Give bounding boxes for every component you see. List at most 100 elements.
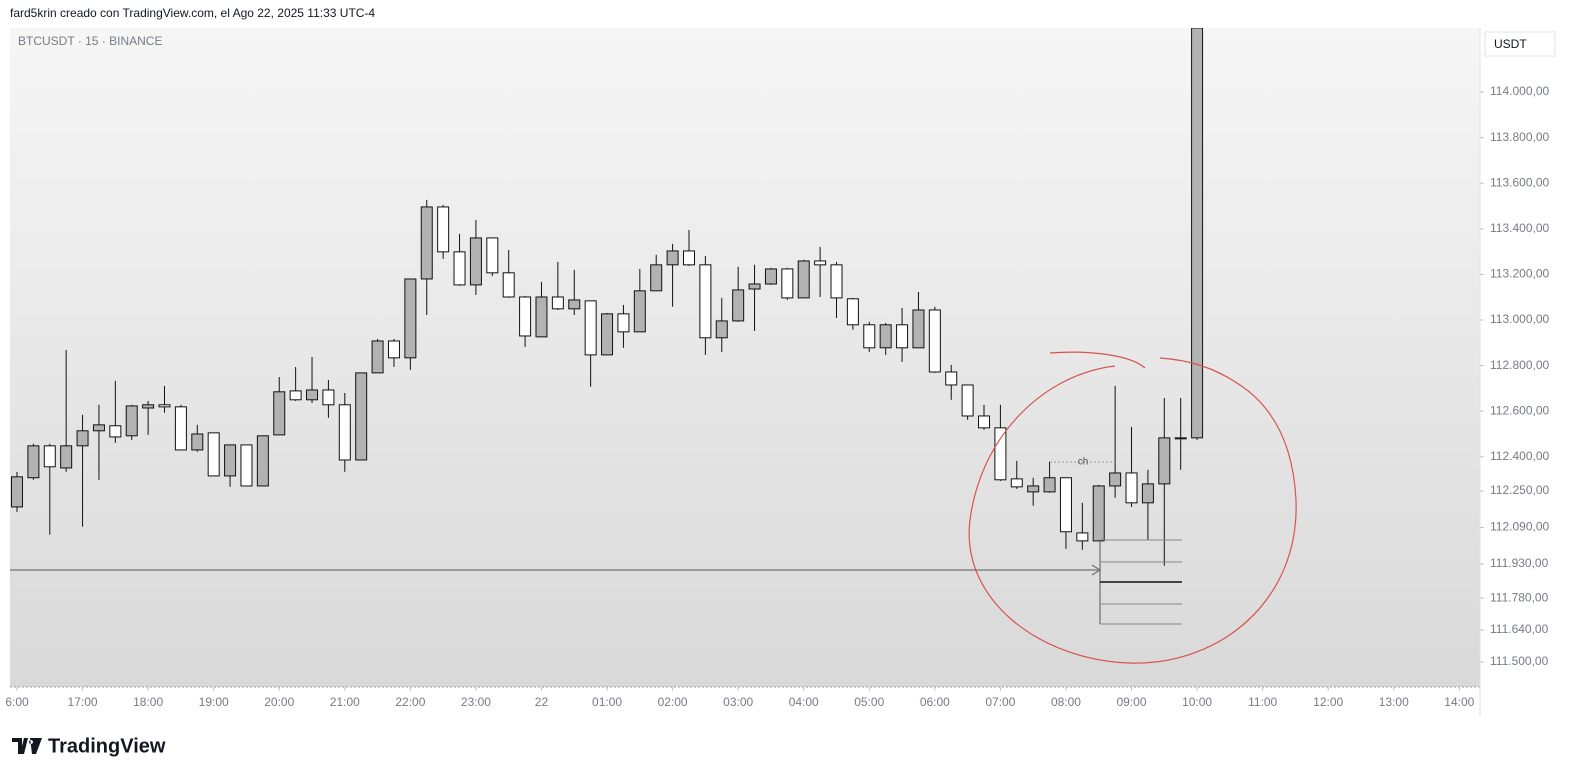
plot-area	[10, 28, 1480, 687]
x-tick-label: 11:00	[1248, 695, 1277, 709]
x-tick-label: 21:00	[330, 695, 360, 709]
x-tick-label: 14:00	[1444, 695, 1474, 709]
candle-body	[961, 384, 974, 417]
y-tick-label: 113.600,00	[1490, 175, 1549, 189]
candle-body	[912, 309, 925, 349]
candle-body	[879, 324, 892, 349]
candle-body	[306, 389, 319, 401]
candle-body	[256, 435, 269, 487]
candle-body	[1141, 483, 1154, 504]
y-tick-label: 113.400,00	[1490, 221, 1549, 235]
candle-body	[92, 424, 105, 432]
candle-body	[174, 406, 187, 451]
x-tick-label: 22	[535, 695, 549, 709]
candle-body	[1043, 477, 1056, 493]
candle-body	[928, 309, 941, 373]
y-tick-label: 113.200,00	[1490, 267, 1549, 281]
x-tick-label: 20:00	[264, 695, 294, 709]
candle-body	[650, 264, 663, 292]
candle-body	[142, 404, 155, 409]
candle-body	[519, 296, 532, 337]
x-tick-label: 02:00	[658, 695, 688, 709]
x-tick-label: 06:00	[920, 695, 950, 709]
candle-body	[978, 415, 991, 429]
candle-body	[453, 251, 466, 286]
candle-body	[224, 444, 237, 477]
x-tick-label: 03:00	[723, 695, 753, 709]
candle-body	[125, 405, 138, 437]
candle-body	[322, 389, 335, 406]
x-tick-label: 22:00	[395, 695, 425, 709]
candle-body	[1125, 472, 1138, 504]
currency-box	[1484, 31, 1556, 57]
candle-body	[109, 425, 122, 438]
candle-body	[830, 264, 843, 299]
candle-body	[896, 324, 909, 349]
y-tick-label: 112.090,00	[1490, 520, 1549, 534]
candle-body	[1109, 472, 1122, 487]
candle-body	[732, 289, 745, 322]
candle-body	[273, 391, 286, 436]
candle-body	[797, 260, 810, 299]
candle-body	[469, 237, 482, 286]
candle-body	[666, 250, 679, 266]
candle-body	[764, 268, 777, 285]
candle-body	[11, 476, 23, 508]
y-tick-label: 114.000,00	[1490, 84, 1549, 98]
x-tick-label: 19:00	[199, 695, 229, 709]
candle-body	[715, 320, 728, 339]
candle-body	[633, 290, 646, 333]
candle-body	[1010, 478, 1023, 488]
candle-body	[846, 298, 859, 326]
candle-body	[240, 444, 253, 487]
candle-body	[1158, 437, 1171, 485]
drawings: ch	[10, 351, 1297, 664]
x-tick-label: 09:00	[1117, 695, 1147, 709]
logo-icon	[12, 738, 42, 754]
x-tick-label: 07:00	[985, 695, 1015, 709]
y-tick-label: 112.250,00	[1490, 483, 1549, 497]
candle-body	[338, 404, 351, 461]
candle-body	[535, 296, 548, 338]
candle-body	[584, 300, 597, 356]
candle-body	[355, 372, 368, 461]
candle-body	[404, 278, 417, 359]
candle-body	[1027, 485, 1040, 493]
y-tick-label: 113.000,00	[1490, 312, 1549, 326]
x-tick-label: 10:00	[1182, 695, 1212, 709]
candle-body	[207, 432, 220, 477]
candle-body	[60, 445, 73, 469]
candle-body	[945, 371, 958, 386]
y-tick-label: 111.500,00	[1490, 654, 1549, 668]
y-tick-label: 111.780,00	[1490, 590, 1549, 604]
candle-body	[502, 272, 515, 298]
header: fard5krin creado con TradingView.com, el…	[10, 6, 375, 20]
candle-body	[191, 433, 204, 451]
candle-body	[568, 299, 581, 310]
circle-drawing	[968, 351, 1297, 664]
candle-body	[1059, 477, 1072, 533]
price-axis	[1480, 28, 1558, 687]
candle-body	[682, 250, 695, 266]
candle-body	[1092, 485, 1105, 542]
x-tick-label: 12:00	[1313, 695, 1343, 709]
candle-body	[158, 404, 171, 408]
x-tick-label: 23:00	[461, 695, 491, 709]
x-tick-label: 05:00	[854, 695, 884, 709]
candle-body	[781, 268, 794, 299]
y-tick-label: 111.640,00	[1490, 622, 1549, 636]
x-tick-label: 08:00	[1051, 695, 1081, 709]
candle-body	[43, 445, 56, 468]
x-tick-label: 04:00	[789, 695, 819, 709]
candle-body	[437, 206, 450, 253]
candle-body	[994, 427, 1007, 481]
y-tick-label: 112.400,00	[1490, 449, 1549, 463]
candle-body	[76, 430, 89, 447]
candle-body	[486, 237, 499, 274]
candle-body	[617, 313, 630, 333]
x-tick-label: 17:00	[68, 695, 98, 709]
x-tick-label: 6:00	[5, 695, 29, 709]
annotation: ch	[1078, 457, 1089, 468]
